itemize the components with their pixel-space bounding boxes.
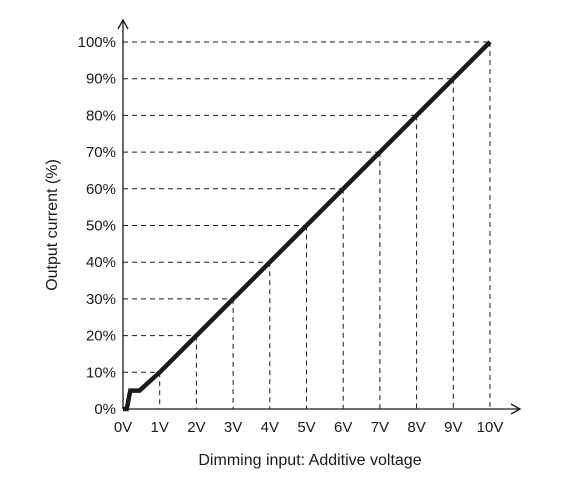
y-axis-title: Output current (%) <box>44 159 61 291</box>
x-axis-arrow-icon <box>510 403 522 415</box>
x-tick-label: 10V <box>477 419 504 436</box>
y-tick-label: 80% <box>86 107 116 124</box>
x-axis-title: Dimming input: Additive voltage <box>198 452 421 469</box>
y-axis-arrow-icon <box>117 18 129 30</box>
y-tick-label: 40% <box>86 254 116 271</box>
y-tick-label: 20% <box>86 328 116 345</box>
x-tick-label: 9V <box>444 419 462 436</box>
tick-labels: 0% 10% 20% 30% 40% 50% 60% 70% 80% 90% 100% 0V 1V 2V 3… <box>78 34 504 436</box>
y-tick-label: 0% <box>94 401 116 418</box>
x-tick-label: 5V <box>297 419 315 436</box>
guide-lines <box>123 41 491 409</box>
axes <box>117 18 522 415</box>
y-tick-label: 10% <box>86 364 116 381</box>
x-tick-label: 8V <box>407 419 425 436</box>
x-tick-label: 7V <box>371 419 389 436</box>
x-tick-label: 4V <box>261 419 279 436</box>
y-tick-label: 100% <box>78 34 116 51</box>
x-tick-label: 1V <box>151 419 169 436</box>
y-tick-label: 30% <box>86 291 116 308</box>
x-tick-label: 6V <box>334 419 352 436</box>
y-tick-label: 60% <box>86 181 116 198</box>
y-tick-label: 70% <box>86 144 116 161</box>
y-tick-label: 90% <box>86 71 116 88</box>
x-tick-label: 0V <box>114 419 132 436</box>
x-tick-label: 3V <box>224 419 242 436</box>
x-tick-label: 2V <box>187 419 205 436</box>
y-tick-label: 50% <box>86 218 116 235</box>
series-line <box>123 40 492 412</box>
